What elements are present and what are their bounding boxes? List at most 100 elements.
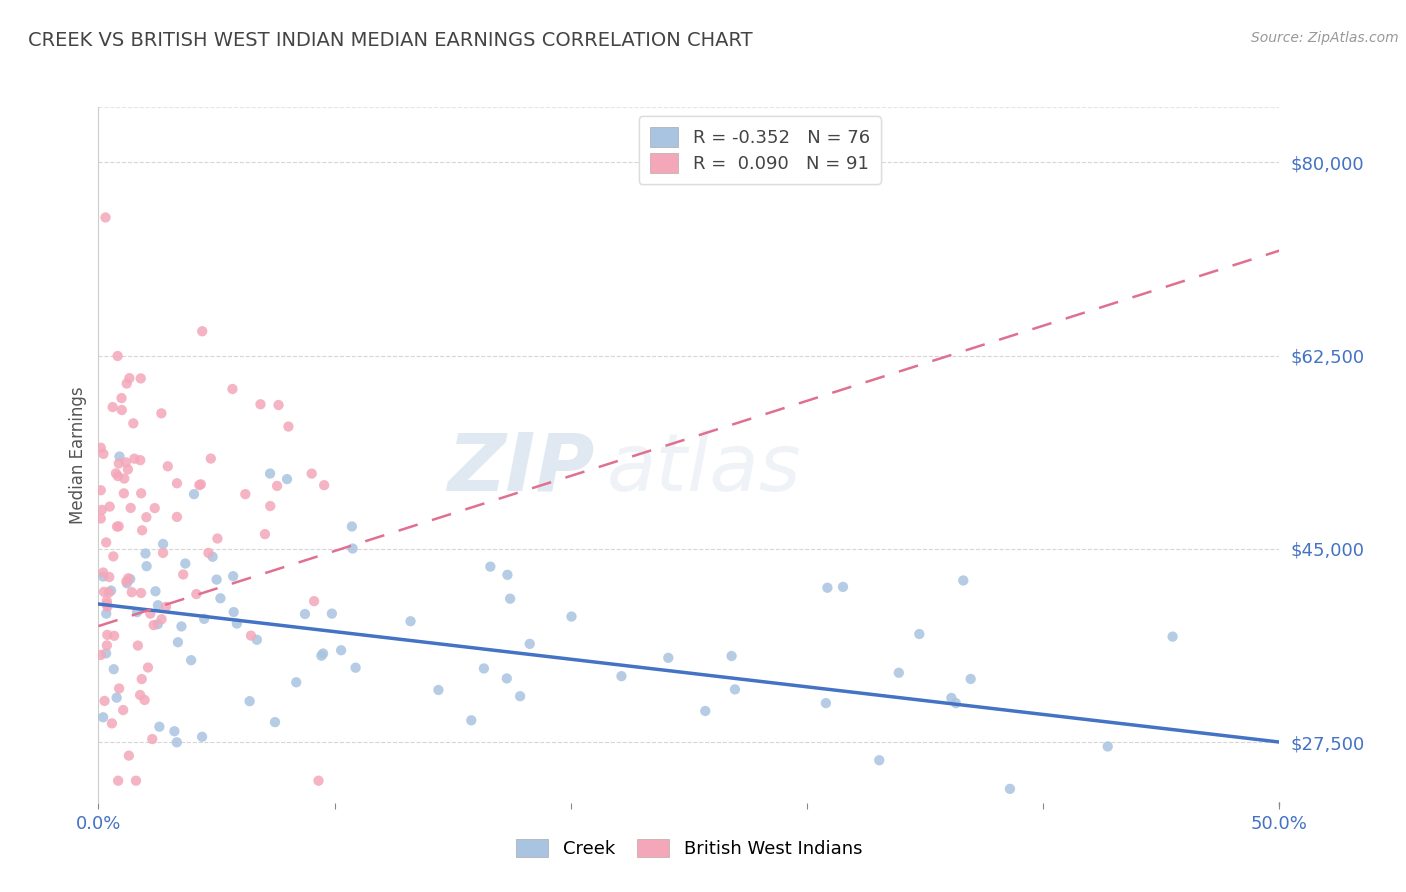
- Point: [127, 639, 149, 653]
- Point: [118, 748, 141, 763]
- Point: [308, 773, 330, 788]
- Point: [952, 574, 974, 588]
- Point: [152, 546, 174, 560]
- Point: [657, 650, 679, 665]
- Point: [832, 580, 855, 594]
- Point: [302, 594, 325, 608]
- Point: [146, 617, 169, 632]
- Point: [94, 211, 117, 225]
- Point: [321, 607, 343, 621]
- Point: [90, 441, 112, 455]
- Point: [191, 324, 214, 338]
- Point: [163, 724, 186, 739]
- Point: [312, 647, 335, 661]
- Point: [174, 557, 197, 571]
- Point: [170, 619, 193, 633]
- Legend: R = -0.352   N = 76, R =  0.090   N = 91: R = -0.352 N = 76, R = 0.090 N = 91: [638, 116, 882, 184]
- Point: [945, 696, 967, 710]
- Point: [156, 459, 179, 474]
- Point: [131, 672, 153, 686]
- Point: [134, 547, 156, 561]
- Point: [330, 643, 353, 657]
- Point: [124, 451, 146, 466]
- Point: [142, 618, 165, 632]
- Point: [200, 451, 222, 466]
- Point: [135, 510, 157, 524]
- Point: [145, 584, 167, 599]
- Point: [90, 511, 112, 525]
- Point: [267, 398, 290, 412]
- Point: [129, 486, 152, 500]
- Point: [166, 735, 188, 749]
- Point: [815, 581, 838, 595]
- Point: [479, 559, 502, 574]
- Text: Source: ZipAtlas.com: Source: ZipAtlas.com: [1251, 31, 1399, 45]
- Point: [110, 391, 132, 405]
- Point: [111, 403, 134, 417]
- Point: [188, 478, 211, 492]
- Point: [143, 501, 166, 516]
- Point: [141, 732, 163, 747]
- Point: [93, 585, 115, 599]
- Point: [90, 648, 112, 662]
- Point: [193, 612, 215, 626]
- Point: [207, 532, 229, 546]
- Point: [104, 467, 127, 481]
- Point: [97, 585, 120, 599]
- Point: [136, 660, 159, 674]
- Point: [155, 599, 177, 614]
- Point: [112, 703, 135, 717]
- Point: [253, 527, 276, 541]
- Y-axis label: Median Earnings: Median Earnings: [69, 386, 87, 524]
- Point: [225, 616, 247, 631]
- Point: [314, 478, 336, 492]
- Point: [205, 573, 228, 587]
- Point: [101, 716, 124, 731]
- Point: [277, 419, 299, 434]
- Point: [209, 591, 232, 606]
- Point: [197, 546, 219, 560]
- Point: [340, 519, 363, 533]
- Point: [259, 499, 281, 513]
- Point: [150, 612, 173, 626]
- Point: [117, 571, 139, 585]
- Point: [276, 472, 298, 486]
- Point: [139, 607, 162, 621]
- Point: [172, 567, 194, 582]
- Point: [94, 646, 117, 660]
- Point: [93, 447, 115, 461]
- Point: [399, 614, 422, 628]
- Point: [610, 669, 633, 683]
- Point: [107, 773, 129, 788]
- Point: [233, 487, 256, 501]
- Point: [499, 591, 522, 606]
- Point: [96, 599, 118, 614]
- Point: [96, 607, 118, 621]
- Point: [129, 688, 152, 702]
- Point: [868, 753, 890, 767]
- Point: [724, 682, 747, 697]
- Point: [134, 693, 156, 707]
- Point: [908, 627, 931, 641]
- Point: [117, 462, 139, 476]
- Point: [166, 476, 188, 491]
- Point: [120, 572, 142, 586]
- Point: [112, 471, 135, 485]
- Point: [90, 483, 112, 498]
- Point: [125, 773, 148, 788]
- Point: [998, 781, 1021, 796]
- Point: [120, 500, 142, 515]
- Point: [509, 690, 531, 704]
- Point: [135, 559, 157, 574]
- Point: [221, 382, 243, 396]
- Point: [266, 479, 288, 493]
- Legend: Creek, British West Indians: Creek, British West Indians: [509, 831, 869, 865]
- Point: [427, 683, 450, 698]
- Point: [118, 371, 141, 385]
- Point: [101, 400, 124, 414]
- Point: [495, 672, 517, 686]
- Point: [294, 607, 316, 621]
- Point: [91, 710, 114, 724]
- Point: [959, 672, 981, 686]
- Point: [122, 417, 145, 431]
